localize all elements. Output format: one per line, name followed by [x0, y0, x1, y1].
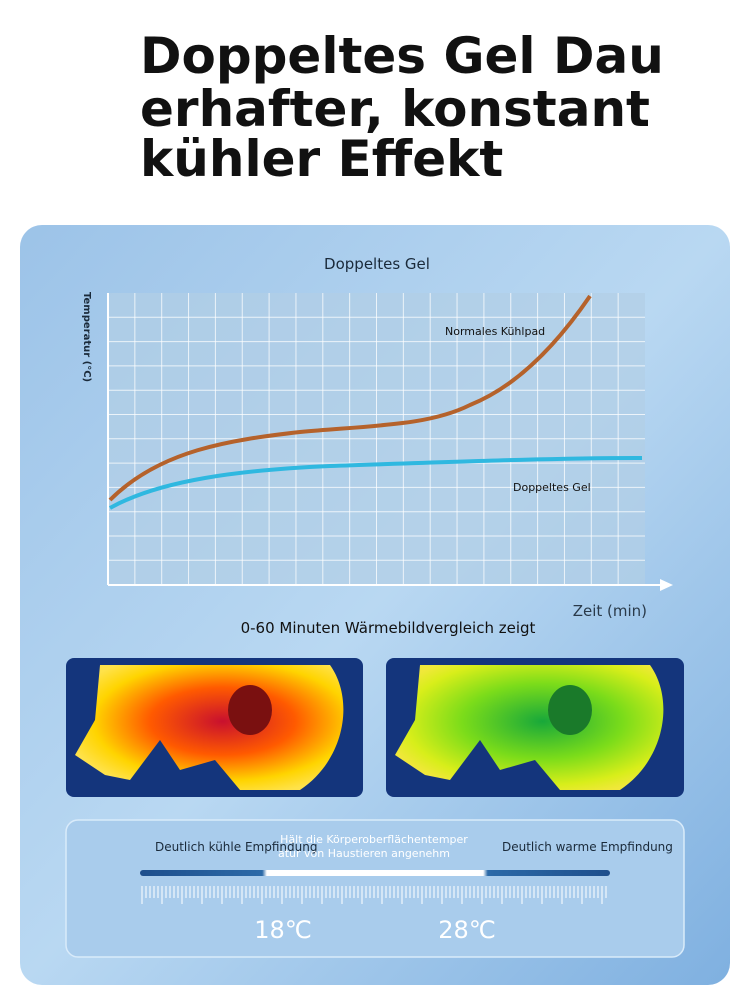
- ear: [228, 685, 272, 735]
- curve-normal: [108, 294, 592, 502]
- high-temp: 28℃: [438, 916, 496, 944]
- scale-center-line: Hält die Körperoberflächentemper: [280, 833, 468, 846]
- ear: [548, 685, 592, 735]
- series-label: Normales Kühlpad: [445, 325, 545, 338]
- x-axis-label: Zeit (min): [573, 602, 647, 620]
- scale-bar: [140, 870, 610, 876]
- animal: [75, 665, 344, 790]
- grid: [108, 293, 645, 586]
- chart-title: Doppeltes Gel: [324, 255, 430, 273]
- caption: 0-60 Minuten Wärmebildvergleich zeigt: [241, 619, 536, 637]
- series-label: Doppeltes Gel: [513, 481, 591, 494]
- scale-box: [65, 819, 685, 958]
- x-axis-arrow: [660, 579, 673, 591]
- title-line: kühler Effekt: [140, 130, 503, 188]
- y-axis-label: Temperatur (°C): [81, 292, 92, 382]
- thermal-image-cool: [386, 658, 684, 797]
- scale-left-label: Deutlich kühle Empfindung: [155, 840, 317, 854]
- thermal-image-hot: [66, 658, 363, 797]
- animal: [395, 665, 664, 790]
- curve-gel: [109, 456, 643, 510]
- scale-ticks: [141, 886, 607, 904]
- scale-center-line: atur von Haustieren angenehm: [278, 847, 450, 860]
- scale-right-label: Deutlich warme Empfindung: [502, 840, 673, 854]
- headline: Doppeltes Gel Dau erhafter, konstant küh…: [140, 27, 664, 188]
- title-line: erhafter, konstant: [140, 80, 650, 138]
- low-temp: 18℃: [254, 916, 312, 944]
- title-line: Doppeltes Gel Dau: [140, 27, 664, 85]
